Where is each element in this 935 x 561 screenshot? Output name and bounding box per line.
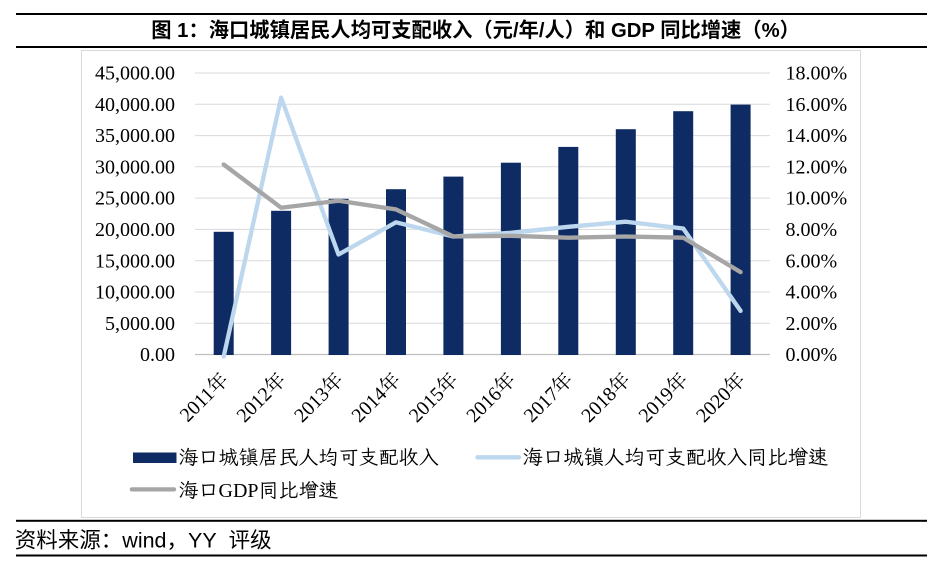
svg-text:2018年: 2018年 (577, 368, 636, 427)
svg-text:2017年: 2017年 (519, 368, 578, 427)
svg-text:资料来源：wind，YY 评级: 资料来源：wind，YY 评级 (15, 529, 272, 553)
svg-text:海口城镇人均可支配收入同比增速: 海口城镇人均可支配收入同比增速 (523, 447, 829, 469)
svg-text:6.00%: 6.00% (786, 250, 838, 272)
svg-text:0.00%: 0.00% (786, 344, 838, 366)
svg-text:35,000.00: 35,000.00 (95, 125, 175, 147)
svg-text:2016年: 2016年 (462, 368, 521, 427)
svg-text:2011年: 2011年 (175, 368, 233, 426)
svg-text:2013年: 2013年 (289, 368, 348, 427)
svg-text:5,000.00: 5,000.00 (105, 313, 175, 335)
svg-text:12.00%: 12.00% (786, 156, 848, 178)
svg-text:海口城镇居民人均可支配收入: 海口城镇居民人均可支配收入 (179, 447, 439, 469)
svg-text:2012年: 2012年 (232, 368, 291, 427)
svg-text:14.00%: 14.00% (786, 125, 848, 147)
svg-text:30,000.00: 30,000.00 (95, 156, 175, 178)
svg-text:4.00%: 4.00% (786, 282, 838, 304)
svg-text:8.00%: 8.00% (786, 219, 838, 241)
svg-text:10.00%: 10.00% (786, 188, 848, 210)
svg-text:18.00%: 18.00% (786, 63, 848, 85)
svg-text:15,000.00: 15,000.00 (95, 250, 175, 272)
svg-text:2019年: 2019年 (634, 368, 693, 427)
svg-text:10,000.00: 10,000.00 (95, 282, 175, 304)
svg-text:图 1：海口城镇居民人均可支配收入（元/年/人）和 GDP: 图 1：海口城镇居民人均可支配收入（元/年/人）和 GDP 同比增速（%） (151, 19, 800, 42)
svg-text:40,000.00: 40,000.00 (95, 94, 175, 116)
svg-text:2014年: 2014年 (347, 368, 406, 427)
svg-text:20,000.00: 20,000.00 (95, 219, 175, 241)
svg-text:2020年: 2020年 (691, 368, 750, 427)
svg-text:海口GDP同比增速: 海口GDP同比增速 (179, 480, 339, 502)
svg-text:16.00%: 16.00% (786, 94, 848, 116)
svg-text:2015年: 2015年 (404, 368, 463, 427)
svg-text:25,000.00: 25,000.00 (95, 188, 175, 210)
svg-text:45,000.00: 45,000.00 (95, 63, 175, 85)
svg-text:0.00: 0.00 (140, 344, 175, 366)
svg-text:2.00%: 2.00% (786, 313, 838, 335)
